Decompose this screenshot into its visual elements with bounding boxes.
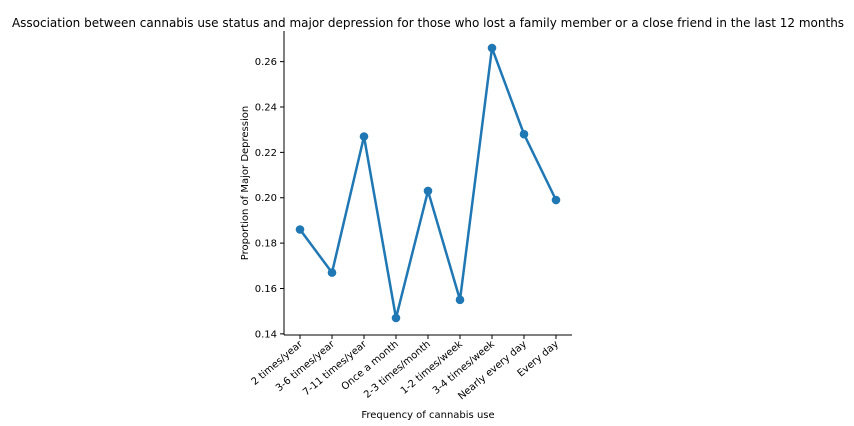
data-point	[551, 195, 561, 205]
y-axis-ticks: 0.14 0.16 0.18 0.20 0.22 0.24 0.26	[255, 57, 284, 340]
data-point	[295, 225, 305, 234]
series-line	[298, 46, 558, 320]
y-tick-label: 0.16	[255, 284, 277, 295]
y-tick-label: 0.22	[255, 148, 277, 159]
data-point	[455, 295, 465, 305]
y-tick-label: 0.24	[255, 103, 277, 114]
data-point	[519, 129, 529, 139]
data-point	[391, 313, 401, 323]
data-point	[423, 186, 433, 196]
data-point	[487, 43, 497, 53]
chart-title: Association between cannabis use status …	[12, 16, 844, 30]
x-axis-label: Frequency of cannabis use	[361, 410, 494, 421]
series-line-group	[295, 43, 561, 323]
y-tick-label: 0.18	[255, 239, 277, 250]
y-tick-label: 0.26	[255, 57, 277, 68]
y-axis-label: Proportion of Major Depression	[240, 106, 251, 260]
y-tick-label: 0.20	[255, 193, 277, 204]
data-point	[327, 268, 337, 277]
y-tick-label: 0.14	[255, 329, 277, 340]
data-point	[359, 132, 369, 141]
